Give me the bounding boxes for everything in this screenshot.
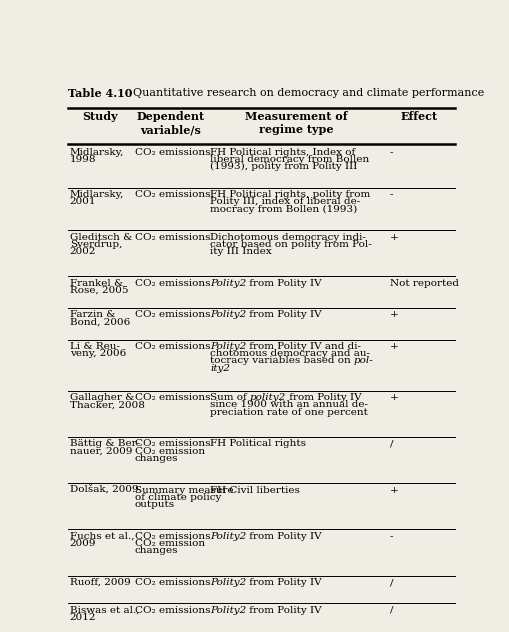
Text: Polity2: Polity2 xyxy=(210,310,246,319)
Text: Bond, 2006: Bond, 2006 xyxy=(70,318,130,327)
Text: CO₂ emissions: CO₂ emissions xyxy=(134,148,210,157)
Text: Study: Study xyxy=(82,111,118,123)
Text: pol-: pol- xyxy=(353,356,373,365)
Text: CO₂ emission: CO₂ emission xyxy=(134,447,205,456)
Text: Biswas et al.,: Biswas et al., xyxy=(70,606,139,615)
Text: CO₂ emissions: CO₂ emissions xyxy=(134,233,210,241)
Text: from Polity IV and di-: from Polity IV and di- xyxy=(246,342,360,351)
Text: Table 4.10: Table 4.10 xyxy=(68,88,132,99)
Text: Polity III, index of liberal de-: Polity III, index of liberal de- xyxy=(210,197,359,207)
Text: ity III Index: ity III Index xyxy=(210,247,271,256)
Text: 2009: 2009 xyxy=(70,539,96,548)
Text: FH Political rights, polity from: FH Political rights, polity from xyxy=(210,190,370,199)
Text: preciation rate of one percent: preciation rate of one percent xyxy=(210,408,367,416)
Text: mocracy from Bollen (1993): mocracy from Bollen (1993) xyxy=(210,205,356,214)
Text: polity2: polity2 xyxy=(249,393,286,402)
Text: Quantitative research on democracy and climate performance: Quantitative research on democracy and c… xyxy=(133,88,483,98)
Text: CO₂ emissions: CO₂ emissions xyxy=(134,393,210,402)
Text: Polity2: Polity2 xyxy=(210,578,246,587)
Text: FH Political rights: FH Political rights xyxy=(210,439,305,448)
Text: changes: changes xyxy=(134,546,178,556)
Text: Frankel &: Frankel & xyxy=(70,279,123,288)
Text: (1993), polity from Polity III: (1993), polity from Polity III xyxy=(210,162,357,171)
Text: Polity2: Polity2 xyxy=(210,606,246,615)
Text: 2002: 2002 xyxy=(70,247,96,256)
Text: Fuchs et al.,: Fuchs et al., xyxy=(70,532,134,541)
Text: Rose, 2005: Rose, 2005 xyxy=(70,286,128,295)
Text: -: - xyxy=(389,532,392,541)
Text: Polity2: Polity2 xyxy=(210,532,246,541)
Text: liberal democracy from Bollen: liberal democracy from Bollen xyxy=(210,155,369,164)
Text: Effect: Effect xyxy=(400,111,437,123)
Text: from Polity IV: from Polity IV xyxy=(246,578,321,587)
Text: Li & Reu-: Li & Reu- xyxy=(70,342,119,351)
Text: Gleditsch &: Gleditsch & xyxy=(70,233,132,241)
Text: /: / xyxy=(389,606,392,615)
Text: veny, 2006: veny, 2006 xyxy=(70,349,126,358)
Text: Sverdrup,: Sverdrup, xyxy=(70,240,122,249)
Text: Ruoff, 2009: Ruoff, 2009 xyxy=(70,578,130,587)
Text: CO₂ emissions: CO₂ emissions xyxy=(134,279,210,288)
Text: Thacker, 2008: Thacker, 2008 xyxy=(70,400,144,410)
Text: Gallagher &: Gallagher & xyxy=(70,393,134,402)
Text: CO₂ emissions: CO₂ emissions xyxy=(134,342,210,351)
Text: cator based on polity from Pol-: cator based on polity from Pol- xyxy=(210,240,371,249)
Text: CO₂ emissions: CO₂ emissions xyxy=(134,606,210,615)
Text: CO₂ emission: CO₂ emission xyxy=(134,539,205,548)
Text: 2001: 2001 xyxy=(70,197,96,207)
Text: changes: changes xyxy=(134,454,178,463)
Text: from Polity IV: from Polity IV xyxy=(286,393,361,402)
Text: Farzin &: Farzin & xyxy=(70,310,115,319)
Text: /: / xyxy=(389,439,392,448)
Text: Summary measure: Summary measure xyxy=(134,485,233,495)
Text: FH Political rights, Index of: FH Political rights, Index of xyxy=(210,148,355,157)
Text: +: + xyxy=(389,233,398,241)
Text: /: / xyxy=(389,578,392,587)
Text: of climate policy: of climate policy xyxy=(134,493,221,502)
Text: Polity2: Polity2 xyxy=(210,342,246,351)
Text: FH Civil liberties: FH Civil liberties xyxy=(210,485,299,495)
Text: Midlarsky,: Midlarsky, xyxy=(70,190,124,199)
Text: Not reported: Not reported xyxy=(389,279,458,288)
Text: from Polity IV: from Polity IV xyxy=(246,532,321,541)
Text: +: + xyxy=(389,393,398,402)
Text: CO₂ emissions: CO₂ emissions xyxy=(134,578,210,587)
Text: 1998: 1998 xyxy=(70,155,96,164)
Text: Bättig & Ber-: Bättig & Ber- xyxy=(70,439,139,448)
Text: Dependent
variable/s: Dependent variable/s xyxy=(136,111,204,135)
Text: +: + xyxy=(389,342,398,351)
Text: from Polity IV: from Polity IV xyxy=(246,606,321,615)
Text: nauer, 2009: nauer, 2009 xyxy=(70,447,132,456)
Text: CO₂ emissions: CO₂ emissions xyxy=(134,439,210,448)
Text: chotomous democracy and au-: chotomous democracy and au- xyxy=(210,349,369,358)
Text: +: + xyxy=(389,310,398,319)
Text: from Polity IV: from Polity IV xyxy=(246,310,321,319)
Text: CO₂ emissions: CO₂ emissions xyxy=(134,310,210,319)
Text: Midlarsky,: Midlarsky, xyxy=(70,148,124,157)
Text: Dichotomous democracy indi-: Dichotomous democracy indi- xyxy=(210,233,365,241)
Text: outputs: outputs xyxy=(134,500,175,509)
Text: tocracy variables based on: tocracy variables based on xyxy=(210,356,353,365)
Text: +: + xyxy=(389,485,398,495)
Text: since 1900 with an annual de-: since 1900 with an annual de- xyxy=(210,400,367,410)
Text: -: - xyxy=(389,148,392,157)
Text: Polity2: Polity2 xyxy=(210,279,246,288)
Text: CO₂ emissions: CO₂ emissions xyxy=(134,532,210,541)
Text: from Polity IV: from Polity IV xyxy=(246,279,321,288)
Text: 2012: 2012 xyxy=(70,613,96,622)
Text: Sum of: Sum of xyxy=(210,393,249,402)
Text: Measurement of
regime type: Measurement of regime type xyxy=(244,111,347,135)
Text: ity2: ity2 xyxy=(210,363,230,373)
Text: Dolšak, 2009: Dolšak, 2009 xyxy=(70,485,138,495)
Text: -: - xyxy=(389,190,392,199)
Text: CO₂ emissions: CO₂ emissions xyxy=(134,190,210,199)
